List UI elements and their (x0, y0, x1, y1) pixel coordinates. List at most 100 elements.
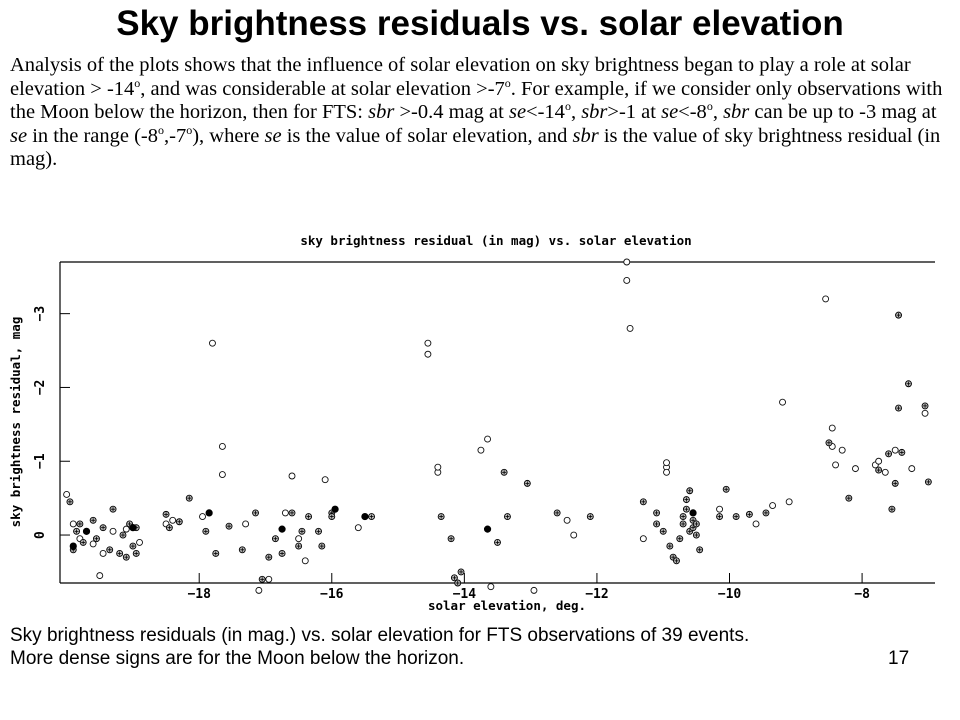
point-moon-above (96, 572, 104, 580)
point-moon-below (895, 311, 902, 319)
point-moon-below (905, 380, 912, 388)
point-moon-below (122, 553, 130, 561)
point-moon-above (169, 516, 177, 524)
point-moon-below (106, 546, 114, 554)
y-axis-label: sky brightness residual, mag (8, 317, 23, 528)
point-moon-below (692, 520, 700, 528)
y-tick-label: 0 (33, 531, 48, 539)
caption-line-2: More dense signs are for the Moon below … (10, 648, 465, 669)
point-moon-below (202, 527, 210, 535)
point-moon-below (676, 535, 684, 543)
point-moon-below (298, 527, 306, 535)
point-moon-above (218, 443, 226, 450)
point-moon-above (623, 258, 631, 266)
point-filled (82, 527, 91, 535)
point-moon-below (132, 550, 140, 557)
point-moon-above (487, 583, 495, 591)
point-moon-below (494, 538, 501, 546)
point-filled (483, 525, 492, 533)
point-moon-above (136, 538, 143, 546)
point-moon-below (212, 550, 220, 557)
point-moon-above (875, 457, 883, 465)
point-moon-below (185, 494, 193, 502)
point-moon-below (295, 542, 303, 550)
point-moon-above (63, 490, 71, 498)
point-moon-above (752, 520, 760, 528)
point-moon-below (653, 520, 661, 528)
point-moon-below (99, 524, 107, 532)
point-moon-below (673, 557, 680, 565)
point-moon-above (881, 468, 889, 476)
point-moon-below (162, 510, 170, 518)
point-moon-above (838, 446, 846, 454)
point-moon-below (454, 579, 462, 587)
analysis-text: Analysis of the plots shows that the inf… (10, 54, 943, 170)
point-moon-above (563, 516, 571, 524)
x-tick-label: −12 (585, 587, 608, 602)
point-moon-below (225, 522, 233, 530)
point-moon-below (553, 509, 561, 517)
point-moon-below (682, 505, 690, 513)
x-tick-label: −8 (854, 587, 870, 602)
point-moon-below (891, 479, 899, 487)
plot-frame (59, 261, 935, 584)
point-moon-below (89, 516, 97, 524)
point-moon-above (908, 465, 916, 473)
point-moon-below (682, 496, 690, 504)
point-moon-below (696, 546, 704, 554)
point-moon-below (503, 513, 511, 521)
point-moon-below (278, 550, 286, 557)
x-tick-label: −14 (453, 587, 477, 602)
point-moon-above (89, 540, 97, 548)
point-moon-below (523, 479, 531, 487)
point-moon-below (659, 527, 667, 535)
point-moon-below (825, 439, 833, 447)
point-moon-above (424, 350, 432, 358)
point-moon-below (921, 402, 929, 410)
point-moon-below (450, 574, 458, 582)
point-moon-above (623, 276, 631, 284)
point-moon-below (895, 404, 902, 412)
point-moon-below (885, 450, 893, 458)
point-moon-below (639, 498, 647, 506)
slide-number: 17 (888, 648, 910, 669)
point-moon-below (238, 546, 246, 554)
point-moon-above (477, 446, 485, 454)
point-moon-below (116, 550, 124, 557)
point-moon-above (891, 446, 899, 454)
point-moon-above (242, 520, 250, 528)
point-moon-above (218, 471, 226, 478)
point-moon-below (76, 520, 84, 528)
point-moon-above (301, 557, 309, 565)
point-moon-above (255, 586, 263, 594)
point-moon-below (437, 513, 445, 521)
point-moon-above (530, 586, 538, 594)
point-moon-above (626, 324, 634, 332)
point-moon-below (66, 498, 74, 506)
y-tick-label: −3 (33, 306, 48, 322)
point-moon-above (828, 424, 836, 432)
point-moon-below (716, 513, 724, 521)
point-filled (689, 509, 697, 517)
point-moon-above (779, 398, 786, 406)
point-moon-below (653, 509, 661, 517)
point-moon-above (716, 505, 724, 513)
point-moon-below (93, 535, 100, 543)
point-moon-above (785, 498, 793, 506)
point-moon-below (447, 535, 455, 543)
point-filled (278, 525, 286, 533)
point-moon-below (679, 513, 687, 521)
point-moon-below (271, 535, 279, 543)
point-filled (331, 505, 339, 513)
point-moon-below (265, 553, 273, 561)
point-moon-below (666, 542, 674, 550)
point-moon-below (888, 505, 896, 513)
point-moon-below (175, 518, 183, 526)
point-moon-above (434, 463, 442, 471)
point-moon-below (722, 485, 730, 493)
point-moon-above (69, 520, 77, 528)
point-moon-below (165, 524, 173, 532)
point-moon-above (424, 339, 432, 347)
x-axis-label: solar elevation, deg. (428, 598, 586, 613)
slide-title: Sky brightness residuals vs. solar eleva… (116, 4, 844, 43)
